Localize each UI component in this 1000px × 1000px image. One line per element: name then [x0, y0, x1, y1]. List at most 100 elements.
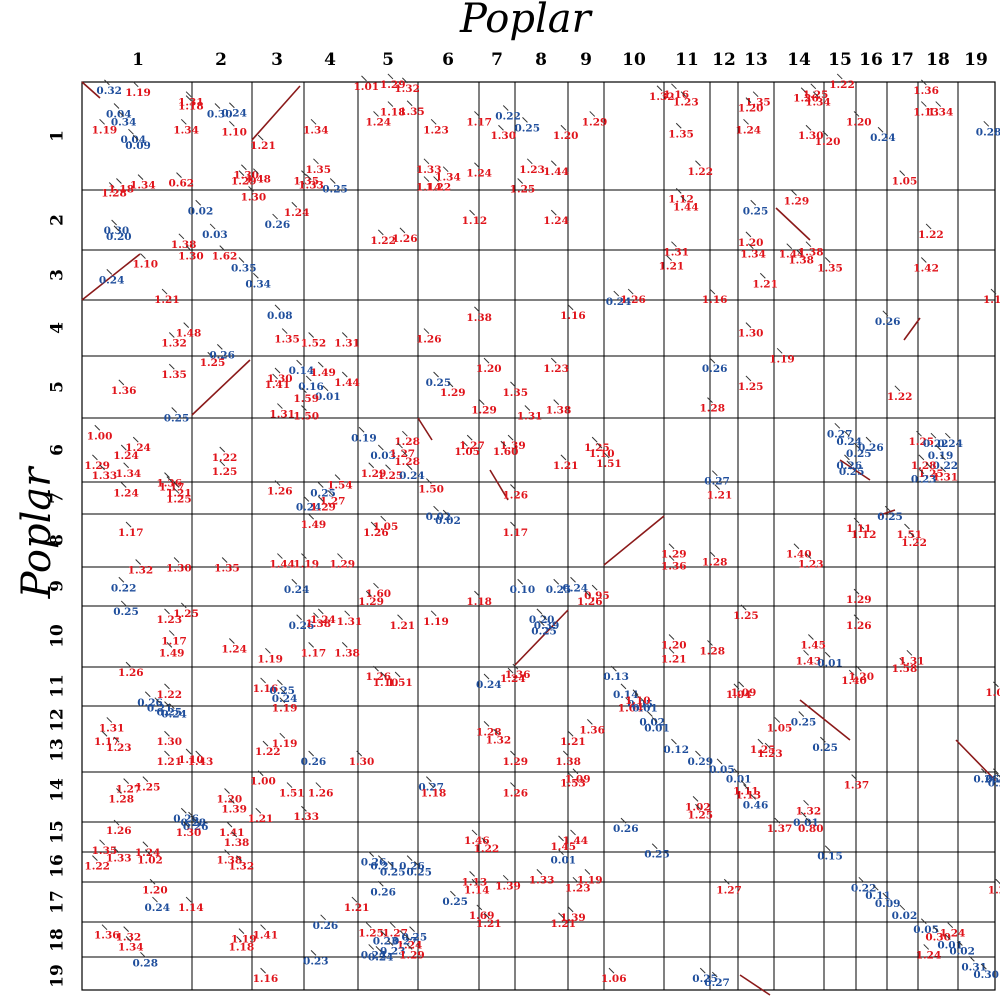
synteny-tick: [507, 667, 514, 674]
ks-value-label-red: 1.18: [178, 101, 204, 113]
synteny-tick: [111, 219, 117, 226]
ks-value-label-blue: 0.25: [644, 849, 670, 861]
synteny-tick: [173, 482, 180, 488]
synteny-tick: [356, 750, 363, 757]
synteny-tick: [716, 758, 723, 765]
ks-value-label-red: 1.29: [471, 405, 497, 417]
synteny-tick: [228, 797, 235, 804]
synteny-tick: [872, 884, 879, 891]
synteny-tick: [805, 124, 812, 131]
synteny-tick: [462, 440, 468, 447]
ks-value-label-red: 1.28: [108, 793, 134, 805]
ks-value-label-blue: 0.25: [791, 716, 817, 728]
ks-value-label-red: 1.28: [101, 187, 127, 199]
synteny-tick: [166, 476, 173, 482]
ks-value-label-blue: 0.25: [426, 377, 452, 389]
ks-value-label-red: 1.29: [358, 596, 384, 608]
synteny-tick: [478, 399, 485, 405]
synteny-tick: [798, 711, 805, 717]
synteny-tick: [899, 170, 906, 176]
chromosome-label-left: 15: [48, 820, 68, 844]
synteny-tick: [651, 717, 658, 723]
ks-value-label-blue: 0.26: [399, 861, 425, 873]
synteny-tick: [469, 871, 475, 877]
synteny-tick: [711, 470, 718, 477]
ks-value-label-red: 1.29: [846, 594, 872, 606]
ks-value-label-red: 1.29: [361, 468, 387, 480]
synteny-tick: [132, 81, 139, 88]
ks-value-label-red: 1.25: [212, 466, 238, 478]
synteny-tick: [812, 91, 819, 98]
synteny-tick: [680, 91, 687, 98]
synteny-tick: [277, 553, 283, 559]
ks-value-label-red: 1.16: [253, 683, 279, 695]
ks-value-label-red: 1.21: [560, 736, 586, 748]
synteny-tick: [608, 967, 615, 974]
ks-value-label-red: 1.45: [551, 841, 577, 853]
synteny-tick: [474, 111, 480, 117]
ks-value-label-red: 1.54: [327, 480, 353, 492]
ks-value-label-red: 0.80: [798, 823, 824, 835]
ks-value-label-blue: 0.11: [865, 890, 891, 902]
ks-value-label-red: 1.24: [221, 643, 247, 655]
ks-value-label-red: 1.11: [733, 786, 759, 798]
synteny-tick: [301, 553, 307, 559]
synteny-tick: [567, 304, 574, 311]
ks-value-label-red: 1.27: [390, 448, 416, 460]
synteny-tick: [572, 768, 579, 775]
ks-value-label-red: 1.44: [334, 377, 360, 389]
synteny-tick: [344, 610, 351, 617]
ks-value-label-red: 1.35: [293, 176, 319, 188]
synteny-tick: [224, 849, 230, 856]
ks-value-label-red: 1.27: [459, 440, 485, 452]
synteny-tick: [774, 717, 781, 723]
ks-value-label-red: 1.22: [212, 452, 238, 464]
synteny-tick: [113, 736, 120, 743]
ks-value-label-blue: 0.31: [961, 961, 987, 973]
ks-value-label-red: 1.38: [224, 837, 250, 849]
synteny-tick: [128, 128, 134, 135]
synteny-tick: [401, 77, 408, 84]
ks-value-label-red: 1.10: [625, 695, 651, 707]
ks-value-label-red: 1.37: [844, 780, 870, 792]
ks-value-label-red: 1.12: [462, 215, 488, 227]
synteny-tick: [253, 168, 259, 175]
ks-value-label-red: 1.50: [293, 411, 319, 423]
synteny-tick: [774, 817, 781, 824]
ks-value-label-red: 1.24: [940, 928, 966, 940]
synteny-tick: [990, 288, 997, 295]
ks-value-label-red: 1.38: [217, 855, 243, 867]
synteny-tick: [226, 821, 233, 828]
ks-value-label-red: 1.17: [94, 736, 120, 748]
ks-value-label-red: 1.14: [464, 884, 490, 896]
synteny-segment: [879, 509, 896, 516]
synteny-tick: [916, 430, 922, 437]
ks-value-label-blue: 0.25: [812, 742, 838, 754]
synteny-tick: [137, 174, 144, 180]
ks-value-label-blue: 0.25: [877, 511, 903, 523]
ks-value-label-red: 1.38: [546, 405, 572, 417]
ks-value-label-red: 1.21: [661, 653, 687, 665]
synteny-tick: [168, 363, 175, 370]
ks-value-label-red: 1.39: [560, 912, 586, 924]
chromosome-label-left: 17: [48, 890, 68, 914]
synteny-tick: [791, 190, 797, 196]
synteny-tick: [793, 543, 800, 550]
synteny-tick: [541, 614, 548, 621]
chromosome-label-left: 8: [48, 534, 68, 546]
ks-value-label-red: 1.35: [745, 97, 771, 109]
synteny-tick: [733, 768, 740, 775]
synteny-tick: [380, 671, 387, 678]
synteny-tick: [603, 452, 610, 459]
chromosome-label-top: 18: [926, 50, 950, 70]
ks-value-label-red: 1.33: [529, 874, 555, 886]
synteny-tick: [512, 663, 519, 670]
ks-value-label-blue: 0.20: [529, 614, 555, 626]
synteny-tick: [805, 241, 812, 248]
ks-value-label-blue: 0.26: [858, 442, 884, 454]
synteny-tick: [822, 130, 829, 137]
synteny-tick: [981, 768, 987, 775]
ks-value-label-blue: 0.25: [531, 626, 557, 638]
ks-value-label-red: 1.48: [245, 174, 271, 186]
synteny-tick: [262, 740, 269, 747]
